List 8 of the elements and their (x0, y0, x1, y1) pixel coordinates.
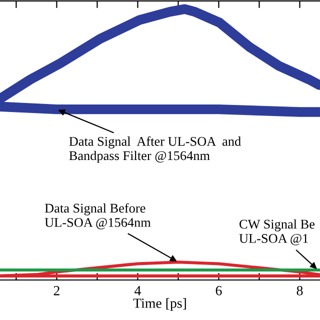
annotation: CW Signal Be UL-SOA @1 (239, 219, 315, 246)
x-tick-label: 6 (216, 286, 222, 296)
annotation: Data Signal Before UL-SOA @1564nm (44, 203, 151, 230)
annotation: Data Signal After UL-SOA and Bandpass Filter @1564nm (69, 136, 241, 163)
x-tick-label: 4 (134, 286, 141, 296)
x-axis-title: Time [ps] (133, 298, 186, 311)
x-tick-label: 8 (296, 286, 303, 296)
x-tick-label: 2 (54, 286, 60, 296)
